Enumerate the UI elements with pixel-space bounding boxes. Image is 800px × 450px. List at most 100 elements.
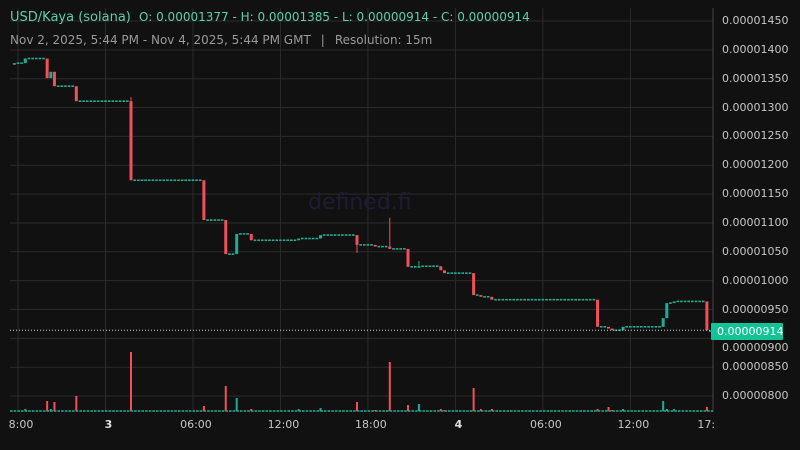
flat-candle (78, 100, 82, 103)
flat-candle (155, 179, 158, 182)
volume-bar (622, 409, 625, 411)
flat-candle (89, 100, 93, 103)
flat-candle (246, 233, 249, 235)
flat-candle (195, 179, 198, 182)
flat-candle (253, 239, 257, 242)
volume-bar (374, 410, 377, 411)
time-axis-label: 3 (104, 418, 113, 431)
chart-header: USD/Kaya (solana) O: 0.00001377 - H: 0.0… (10, 10, 530, 25)
candle-up (23, 58, 27, 64)
flat-candle (428, 265, 432, 268)
volume-bar (235, 398, 238, 411)
flat-candle (581, 298, 585, 301)
flat-candle (450, 272, 454, 274)
candle-down (610, 328, 614, 331)
candle-down (202, 180, 206, 221)
candle-up (319, 235, 323, 239)
flat-candle (501, 298, 505, 301)
volume-bar (355, 402, 358, 411)
candle-down (249, 233, 253, 241)
volume-bar (673, 409, 676, 411)
flat-candle (698, 300, 701, 303)
flat-candle (71, 85, 74, 88)
flat-candle (337, 234, 341, 236)
candle-up (417, 266, 421, 268)
price-axis-label: 0.00001050 (722, 244, 789, 258)
candle-up (297, 238, 301, 241)
candle-up (12, 63, 16, 65)
flat-candle (578, 298, 581, 301)
flat-candle (315, 237, 319, 240)
flat-candle (384, 245, 388, 248)
date-range: Nov 2, 2025, 5:44 PM - Nov 4, 2025, 5:44… (10, 33, 311, 47)
candle-down (439, 266, 443, 271)
flat-candle (592, 298, 596, 301)
flat-candle (268, 239, 271, 242)
flat-candle (220, 219, 224, 221)
price-axis-label: 0.00001300 (722, 100, 789, 114)
flat-candle (260, 239, 264, 242)
flat-candle (468, 272, 472, 274)
flat-candle (191, 179, 195, 182)
flat-candle (519, 298, 523, 301)
flat-candle (377, 245, 381, 248)
volume-bar (479, 409, 482, 411)
flat-candle (180, 179, 184, 182)
flat-candle (359, 244, 362, 246)
flat-candle (96, 100, 100, 103)
candle-up (49, 71, 53, 79)
flat-candle (508, 298, 512, 301)
flat-candle (352, 234, 355, 236)
candle-down (479, 295, 483, 297)
flat-candle (100, 100, 104, 103)
candle-down (406, 248, 410, 267)
flat-candle (461, 272, 464, 274)
flat-candle (563, 298, 567, 301)
flat-candle (395, 248, 399, 250)
flat-candle (242, 233, 246, 235)
flat-candle (67, 85, 71, 88)
flat-candle (264, 239, 268, 242)
flat-candle (614, 329, 618, 332)
volume-bar (472, 388, 475, 411)
flat-candle (308, 237, 311, 240)
flat-candle (333, 234, 337, 236)
flat-candle (322, 234, 326, 236)
flat-candle (537, 298, 541, 301)
volume-bar (611, 410, 614, 411)
candle-down (472, 273, 476, 296)
flat-candle (424, 265, 428, 268)
flat-candle (239, 233, 242, 235)
flat-candle (107, 100, 111, 103)
candle-up (661, 318, 665, 327)
flat-candle (166, 179, 169, 182)
candle-up (665, 303, 669, 319)
flat-candle (370, 244, 373, 246)
flat-candle (177, 179, 180, 182)
flat-candle (435, 265, 439, 268)
flat-candle (483, 296, 486, 298)
resolution: Resolution: 15m (334, 33, 433, 47)
flat-candle (198, 179, 202, 182)
flat-candle (516, 298, 519, 301)
flat-candle (658, 326, 661, 328)
volume-bar (439, 409, 442, 411)
flat-candle (341, 234, 344, 236)
flat-candle (158, 179, 162, 182)
flat-candle (271, 239, 275, 242)
flat-candle (570, 298, 574, 301)
flat-candle (118, 100, 122, 103)
flat-candle (632, 326, 636, 328)
volume-bar (24, 409, 27, 411)
flat-candle (421, 265, 424, 268)
volume-bar (75, 396, 78, 411)
flat-candle (111, 100, 115, 103)
flat-candle (567, 298, 570, 301)
flat-candle (257, 239, 260, 242)
volume-bar (388, 362, 391, 411)
flat-candle (505, 298, 508, 301)
flat-candle (527, 298, 530, 301)
flat-candle (680, 300, 683, 303)
pair-title: USD/Kaya (solana) (10, 10, 131, 25)
